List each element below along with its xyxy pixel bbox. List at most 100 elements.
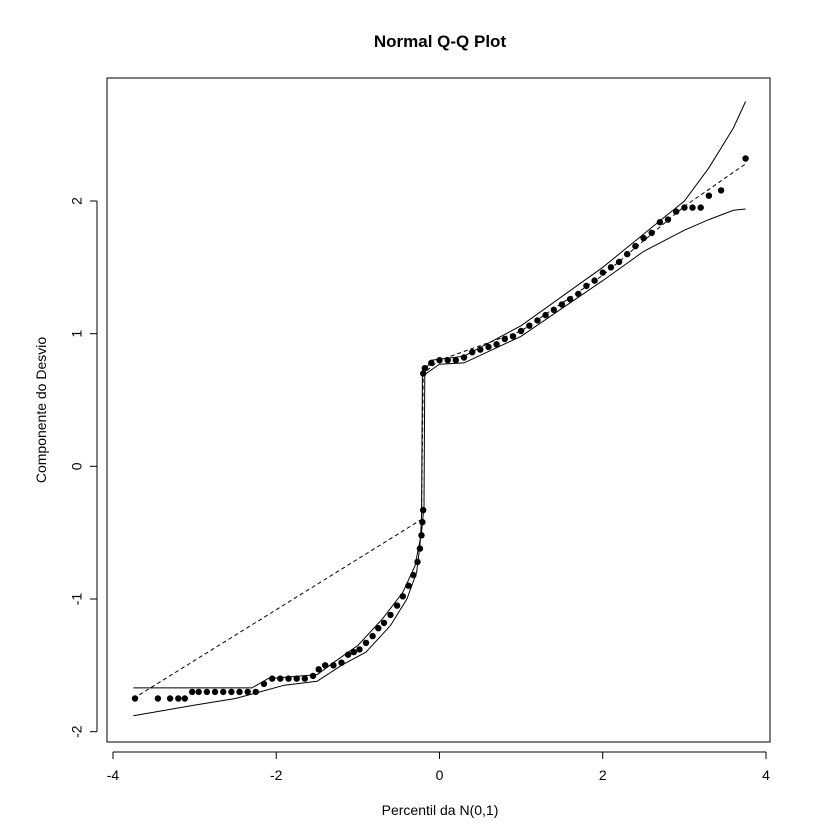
data-point [444, 357, 451, 364]
data-point [436, 357, 443, 364]
chart-title: Normal Q-Q Plot [374, 32, 507, 51]
data-point [689, 204, 696, 211]
data-point [501, 335, 508, 343]
data-point [220, 688, 227, 696]
data-point [399, 593, 406, 600]
y-axis-label: Componente do Desvio [33, 337, 49, 484]
data-point [493, 341, 500, 348]
data-point [203, 688, 211, 696]
data-point [375, 625, 382, 632]
data-point [640, 234, 647, 242]
x-tick-label: 4 [762, 767, 770, 783]
data-point [228, 688, 235, 696]
data-point [550, 306, 557, 313]
data-point [418, 532, 425, 539]
data-point [236, 688, 243, 696]
data-point [244, 688, 251, 696]
data-point [301, 675, 308, 682]
data-point [420, 506, 427, 514]
x-tick-label: 2 [599, 767, 607, 783]
data-point [189, 688, 196, 696]
data-point [252, 688, 259, 696]
data-point [517, 327, 525, 335]
y-tick-label: 0 [69, 462, 85, 470]
data-point [697, 204, 704, 211]
y-tick-label: 1 [69, 330, 85, 338]
data-point [195, 688, 202, 696]
data-point [338, 659, 345, 666]
data-point [166, 695, 174, 702]
data-point [477, 346, 484, 353]
x-tick-label: -4 [107, 767, 120, 783]
data-point [717, 187, 725, 194]
data-point [566, 296, 574, 303]
data-point [615, 258, 623, 266]
y-tick-label: 2 [69, 197, 85, 205]
data-point [344, 651, 352, 658]
data-point [416, 545, 424, 552]
data-point [414, 558, 421, 566]
data-point [575, 290, 582, 298]
plot-frame [106, 77, 771, 743]
data-point [509, 333, 517, 340]
data-point [393, 602, 401, 609]
x-axis-label: Percentil da N(0,1) [382, 802, 499, 818]
data-points [131, 155, 749, 702]
data-point [211, 688, 219, 696]
data-point [380, 619, 388, 627]
x-tick-label: 0 [436, 767, 444, 783]
data-point [181, 695, 188, 702]
data-point [419, 518, 426, 526]
y-tick-label: -2 [69, 725, 85, 738]
data-point [405, 582, 412, 589]
x-tick-label: -2 [270, 767, 283, 783]
data-point [681, 204, 688, 211]
y-tick-label: -1 [69, 593, 85, 606]
data-point [421, 365, 428, 372]
data-point [673, 208, 680, 215]
y-axis: -2 -1 0 1 2 [69, 197, 98, 738]
data-point [469, 349, 476, 356]
data-point [131, 695, 139, 702]
data-point [656, 219, 664, 226]
data-point [154, 695, 162, 702]
data-point [485, 343, 492, 351]
data-point [330, 662, 337, 669]
data-point [420, 370, 427, 377]
data-point [558, 301, 566, 308]
data-point [607, 264, 615, 271]
data-point [309, 672, 317, 680]
data-point [369, 632, 376, 640]
lower-envelope-line [133, 208, 746, 717]
reference-line [133, 163, 746, 699]
data-point [428, 359, 435, 367]
data-point [542, 311, 549, 319]
data-point [624, 250, 631, 258]
data-point [387, 611, 394, 619]
data-point [315, 666, 322, 673]
data-point [285, 675, 292, 682]
data-point [277, 675, 284, 682]
data-point [260, 680, 268, 688]
data-point [599, 269, 606, 276]
data-point [648, 229, 655, 236]
data-point [322, 662, 329, 669]
data-point [269, 675, 276, 682]
data-point [293, 675, 300, 682]
data-point [410, 571, 417, 579]
data-point [534, 317, 541, 324]
data-point [705, 192, 713, 199]
data-point [742, 155, 749, 162]
data-point [632, 242, 639, 250]
data-point [664, 216, 672, 223]
data-point [591, 277, 598, 284]
data-point [452, 357, 459, 364]
data-point [526, 322, 533, 329]
data-point [460, 354, 468, 361]
data-point [583, 282, 590, 290]
data-point [175, 695, 182, 702]
upper-envelope-line [133, 101, 747, 689]
x-axis: -4 -2 0 2 4 [107, 751, 770, 783]
data-point [350, 648, 357, 656]
